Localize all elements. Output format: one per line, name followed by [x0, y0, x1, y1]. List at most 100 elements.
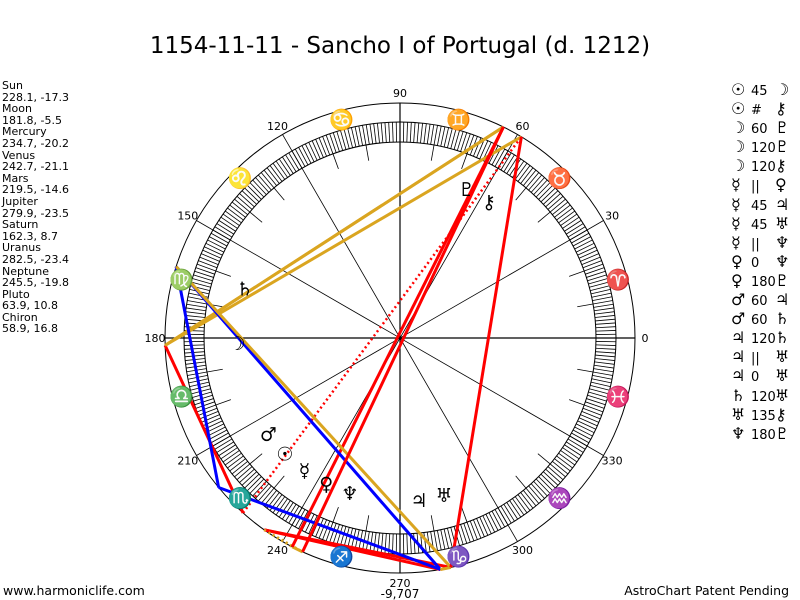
degree-label: 270 — [390, 577, 411, 590]
degree-tick — [201, 414, 220, 423]
degree-tick — [456, 131, 464, 151]
degree-tick — [222, 213, 240, 226]
degree-tick — [594, 315, 615, 318]
planet-glyph-icon: ♃ — [775, 194, 790, 214]
degree-tick — [476, 139, 485, 158]
aspect-line — [218, 486, 441, 571]
degree-tick — [560, 450, 578, 463]
degree-tick — [594, 358, 615, 361]
ten-degree-tick — [365, 144, 370, 161]
degree-tick — [187, 300, 208, 305]
planet-position: 228.1, -17.3 — [2, 90, 69, 104]
degree-tick — [195, 401, 215, 409]
planet-glyph-icon: ♃ — [731, 347, 746, 367]
aspect-row: ☿ 45 ♅ — [731, 214, 795, 233]
degree-tick — [500, 505, 512, 524]
planet-glyph-icon: ☽ — [775, 80, 790, 99]
degree-label: 60 — [516, 120, 530, 133]
degree-tick — [186, 307, 206, 312]
zodiac-sign-icon: ♓ — [606, 384, 631, 408]
degree-tick — [578, 249, 598, 259]
degree-tick — [222, 450, 240, 463]
website-link[interactable]: www.harmoniclife.com — [3, 583, 145, 598]
degree-tick — [503, 504, 515, 522]
degree-tick — [530, 177, 545, 193]
ten-degree-tick — [273, 187, 285, 201]
planet-glyph-icon: ☽ — [229, 333, 246, 355]
aspect-row: ☿ || ♆ — [731, 233, 795, 252]
aspect-line — [174, 265, 442, 571]
degree-tick — [308, 142, 318, 161]
degree-tick — [392, 122, 394, 143]
degree-tick — [533, 481, 548, 497]
ten-degree-tick — [461, 153, 468, 169]
zodiac-sign-icon: ♎ — [169, 384, 194, 408]
degree-tick — [301, 145, 312, 164]
planet-glyph-icon: ☿ — [299, 460, 311, 482]
ten-degree-tick — [569, 399, 585, 406]
degree-tick — [423, 532, 427, 553]
degree-label: 30 — [605, 210, 619, 223]
degree-tick — [549, 463, 566, 478]
aspect-line — [163, 344, 245, 514]
planet-name: Chiron — [2, 310, 38, 324]
aspect-label: 180 — [751, 274, 776, 290]
degree-tick — [577, 246, 596, 256]
degree-tick — [272, 496, 286, 513]
planet-glyph-icon: ♃ — [410, 490, 427, 512]
ten-degree-tick — [537, 211, 551, 223]
ten-degree-tick — [249, 453, 263, 465]
planet-glyph-icon: ☿ — [731, 213, 741, 233]
degree-tick — [463, 133, 471, 153]
degree-tick — [269, 165, 283, 182]
degree-tick — [369, 124, 374, 144]
degree-tick — [554, 458, 571, 472]
degree-tick — [285, 154, 297, 172]
degree-tick — [530, 483, 545, 499]
degree-tick — [433, 125, 438, 146]
degree-tick — [239, 468, 255, 483]
degree-tick — [595, 326, 616, 329]
degree-tick — [590, 381, 611, 387]
degree-tick — [234, 463, 251, 478]
degree-label: 90 — [393, 87, 407, 100]
degree-tick — [572, 236, 591, 247]
planet-glyph-icon: ♀ — [775, 175, 787, 195]
aspect-row: ☽ 120⚷ — [731, 156, 795, 175]
degree-tick — [294, 148, 306, 167]
degree-tick — [575, 242, 595, 253]
degree-tick — [535, 182, 551, 198]
degree-tick — [545, 193, 561, 208]
degree-tick — [567, 438, 586, 450]
degree-tick — [572, 429, 591, 440]
degree-tick — [220, 216, 238, 229]
degree-tick — [592, 375, 613, 380]
degree-tick — [517, 165, 531, 182]
planet-glyph-icon: ♆ — [775, 251, 790, 271]
bottom-value: -9,707 — [381, 587, 420, 600]
degree-tick — [589, 281, 609, 288]
planet-name: Moon — [2, 102, 32, 116]
degree-tick — [191, 281, 211, 288]
planet-glyph-icon: ☽ — [731, 156, 746, 176]
degree-tick — [186, 303, 207, 308]
aspect-row: ☽ 60 ♇ — [731, 118, 795, 137]
degree-tick — [218, 444, 236, 456]
degree-tick — [440, 126, 446, 147]
degree-label: 150 — [177, 210, 198, 223]
degree-tick — [311, 140, 321, 160]
degree-tick — [595, 344, 616, 346]
degree-tick — [409, 122, 412, 143]
degree-tick — [590, 285, 610, 291]
degree-tick — [207, 426, 226, 437]
degree-tick — [491, 510, 502, 529]
planet-glyph-icon: ☽ — [731, 118, 746, 138]
degree-tick — [520, 167, 534, 184]
degree-tick — [229, 458, 246, 472]
aspect-row: ♀ 180♇ — [731, 271, 795, 290]
degree-tick — [469, 520, 478, 540]
degree-tick — [210, 432, 229, 444]
degree-label: 0 — [642, 332, 649, 345]
degree-tick — [590, 289, 611, 295]
